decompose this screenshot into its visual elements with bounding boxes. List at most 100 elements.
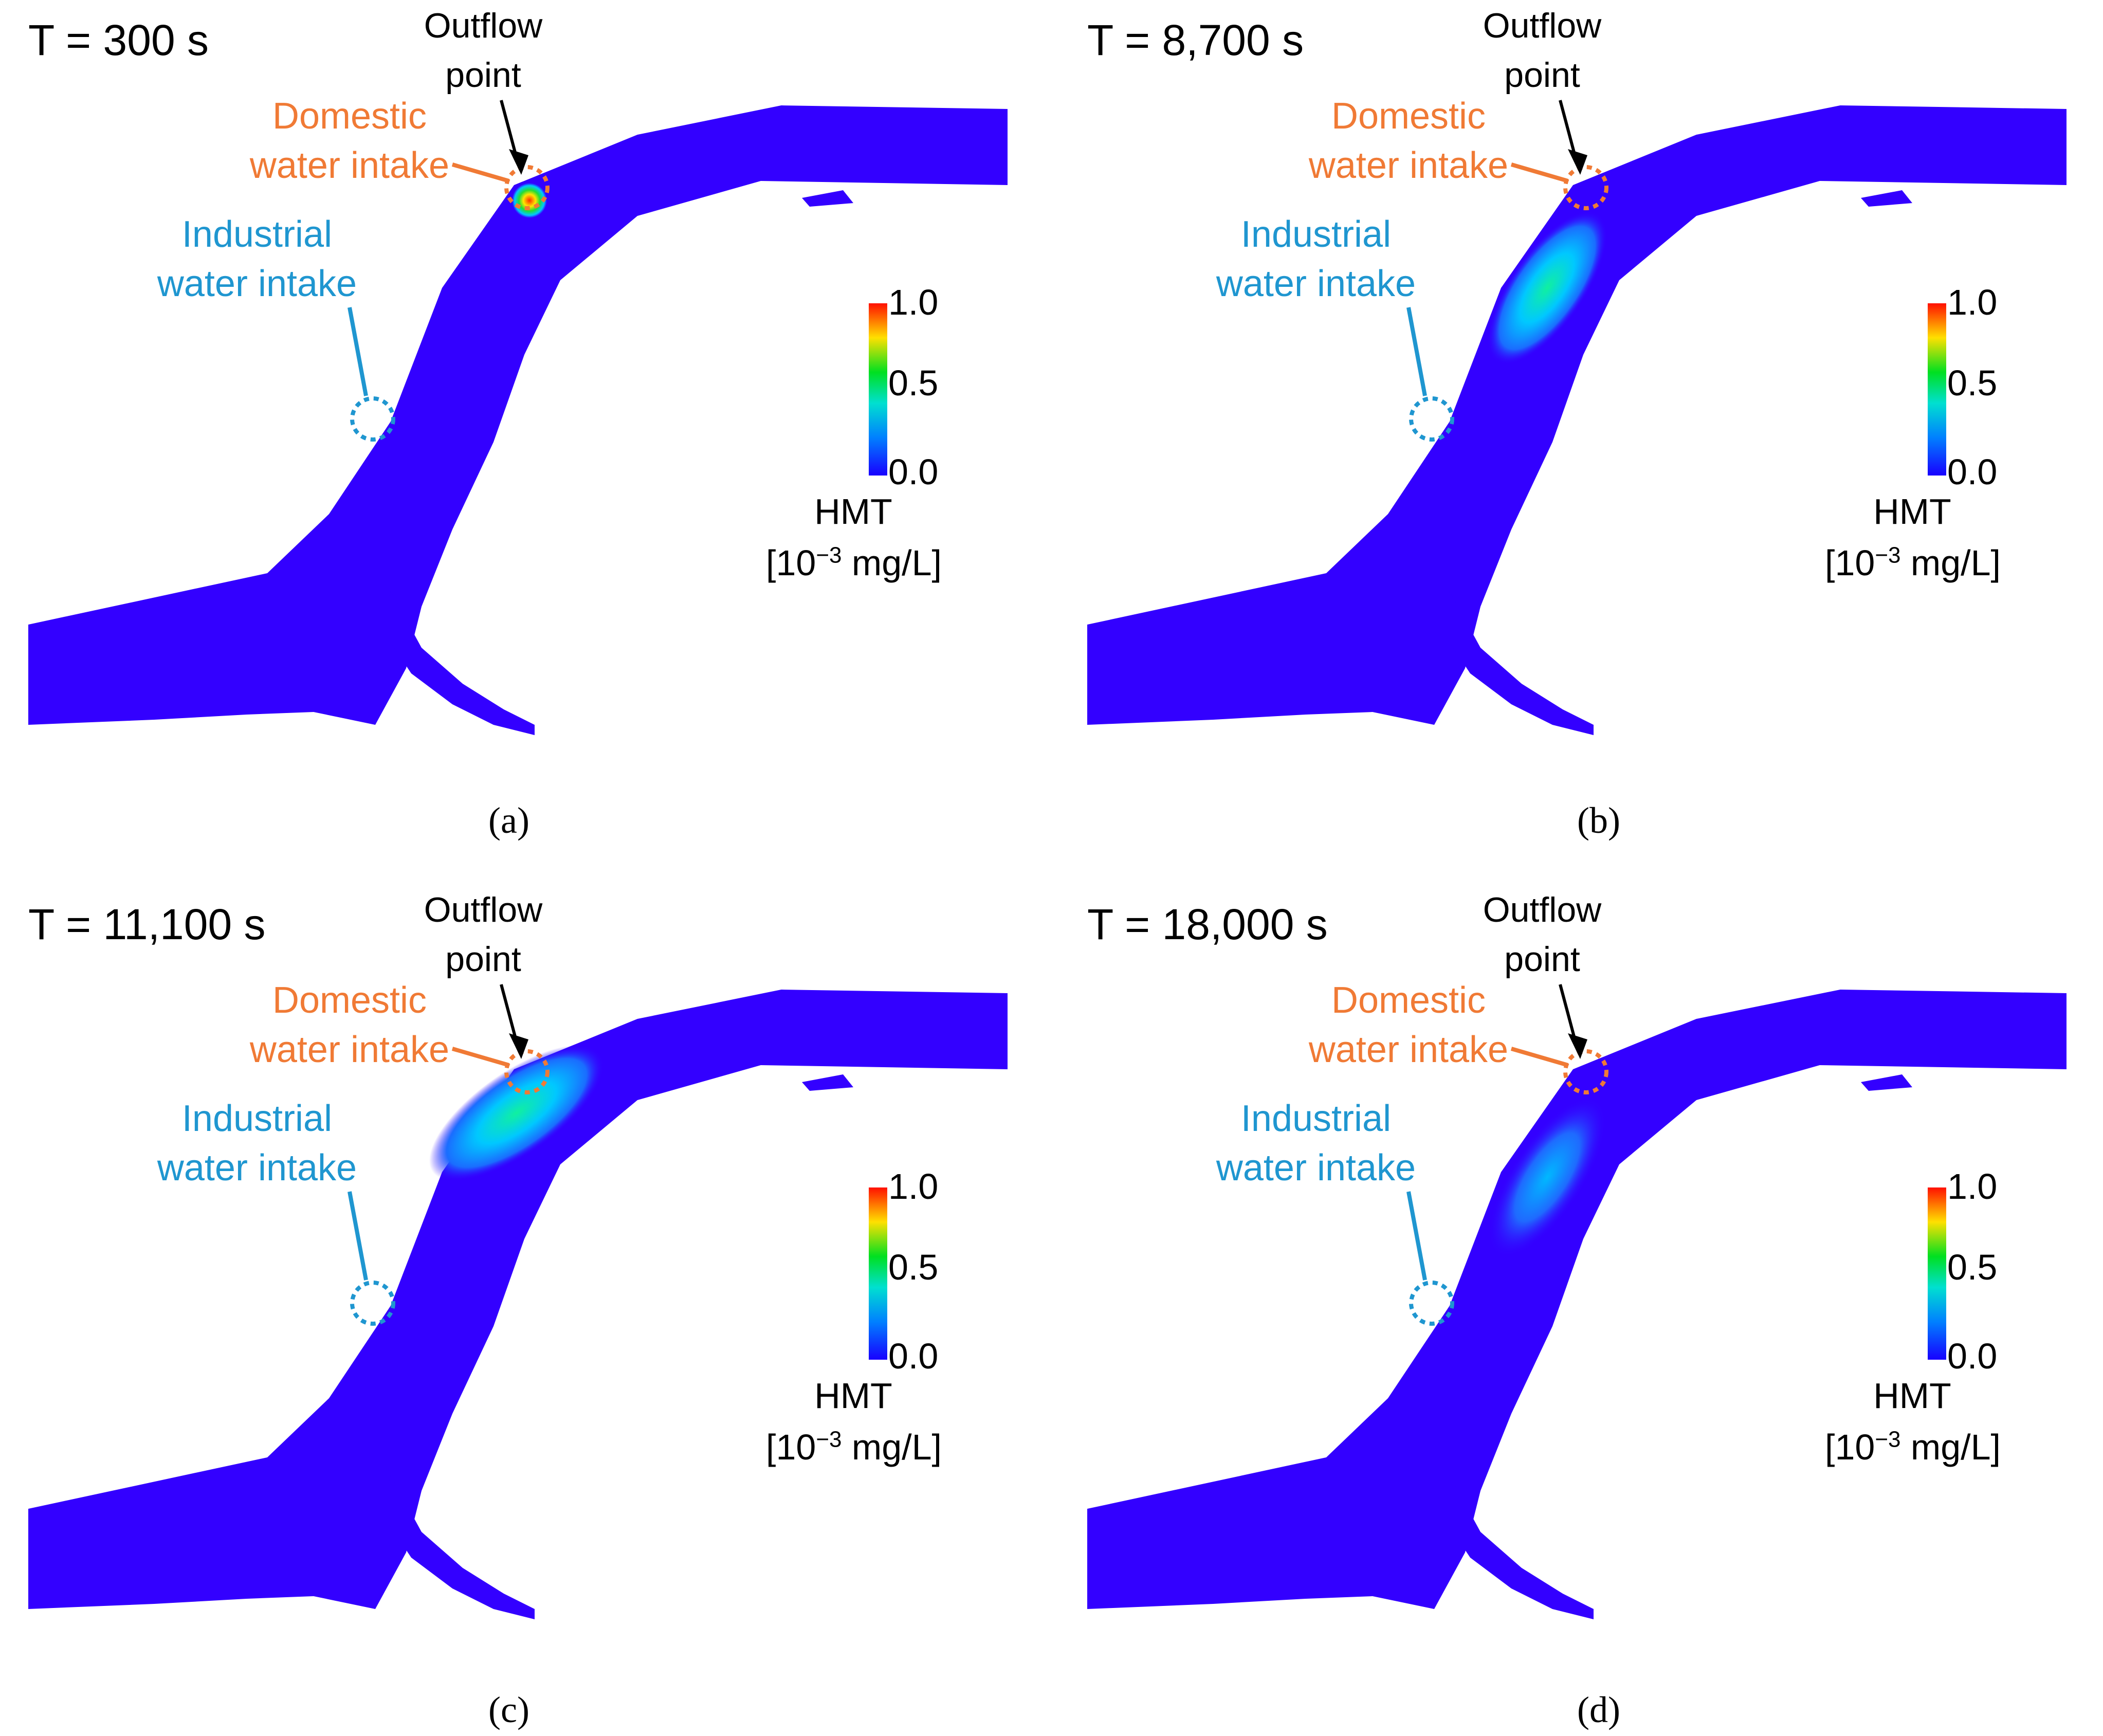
domestic-intake-label: Domestic water intake bbox=[221, 976, 478, 1074]
colorbar-gradient bbox=[869, 1187, 887, 1360]
industrial-label-line1: Industrial bbox=[1240, 214, 1392, 255]
tributary-channel bbox=[1439, 1475, 1594, 1619]
pollutant-plume bbox=[512, 183, 547, 218]
outflow-arrow-line bbox=[1559, 984, 1576, 1039]
domestic-intake-marker bbox=[1563, 165, 1608, 210]
river-fragment bbox=[802, 1074, 853, 1091]
domestic-leader-line bbox=[451, 162, 510, 183]
unit-close: mg/L] bbox=[1900, 1427, 2001, 1467]
industrial-intake-label: Industrial water intake bbox=[1187, 210, 1444, 308]
outflow-label-line2: point bbox=[1504, 56, 1580, 95]
unit-open: [10 bbox=[766, 1427, 816, 1467]
domestic-label-line2: water intake bbox=[249, 1029, 450, 1070]
domestic-label-line1: Domestic bbox=[1331, 96, 1486, 137]
outflow-label-line2: point bbox=[445, 56, 521, 95]
outflow-arrow-line bbox=[500, 100, 517, 155]
pollutant-plume bbox=[1488, 1097, 1606, 1257]
colorbar-tick-label: 1.0 bbox=[1947, 282, 1998, 322]
domestic-label-line1: Domestic bbox=[1331, 980, 1486, 1021]
colorbar-tick-label: 0.0 bbox=[1947, 1336, 1998, 1376]
colorbar-title: HMT bbox=[814, 491, 892, 532]
panel-caption: (b) bbox=[1577, 800, 1620, 841]
industrial-label-line2: water intake bbox=[1216, 1147, 1416, 1189]
industrial-leader-line bbox=[348, 307, 368, 396]
industrial-intake-marker bbox=[350, 396, 395, 442]
colorbar-tick-label: 0.5 bbox=[1947, 1247, 1998, 1287]
pollutant-plume bbox=[1487, 211, 1607, 365]
outflow-arrow-head bbox=[509, 149, 528, 175]
colorbar-title: HMT bbox=[814, 1376, 892, 1416]
outflow-arrow-line bbox=[500, 984, 517, 1039]
map-panel-c: T = 11,100 s Outflow point Domestic water in… bbox=[0, 884, 1049, 1717]
colorbar-gradient bbox=[1928, 303, 1946, 476]
colorbar-tick-label: 0.5 bbox=[888, 363, 939, 403]
unit-exponent: −3 bbox=[816, 1427, 842, 1452]
industrial-label-line2: water intake bbox=[1216, 263, 1416, 304]
colorbar-tick-label: 1.0 bbox=[888, 282, 939, 322]
industrial-label-line2: water intake bbox=[157, 263, 357, 304]
domestic-label-line2: water intake bbox=[1308, 145, 1509, 186]
outflow-label-line1: Outflow bbox=[424, 6, 543, 45]
map-panel-b: T = 8,700 s Outflow point Domestic water int… bbox=[1059, 0, 2103, 833]
river-fragment bbox=[1861, 1074, 1912, 1091]
river-map bbox=[1087, 984, 2067, 1619]
unit-open: [10 bbox=[766, 543, 816, 583]
colorbar-unit: [10−3 mg/L] bbox=[766, 542, 1008, 583]
domestic-label-line2: water intake bbox=[249, 145, 450, 186]
outflow-label-line1: Outflow bbox=[424, 890, 543, 929]
unit-open: [10 bbox=[1825, 543, 1875, 583]
outflow-arrow-head bbox=[509, 1033, 528, 1059]
time-label: T = 11,100 s bbox=[28, 900, 266, 948]
domestic-intake-label: Domestic water intake bbox=[221, 92, 478, 190]
colorbar-gradient bbox=[869, 303, 887, 476]
panel-caption: (c) bbox=[488, 1689, 529, 1730]
colorbar-unit: [10−3 mg/L] bbox=[1825, 542, 2067, 583]
domestic-leader-line bbox=[1510, 1047, 1569, 1067]
river-map bbox=[28, 100, 1008, 735]
river-water-body bbox=[28, 105, 1008, 725]
unit-close: mg/L] bbox=[1900, 543, 2001, 583]
river-water-body bbox=[1087, 105, 2067, 725]
colorbar-unit: [10−3 mg/L] bbox=[1825, 1427, 2067, 1468]
industrial-leader-line bbox=[1406, 307, 1427, 396]
unit-exponent: −3 bbox=[816, 542, 842, 568]
river-fragment bbox=[802, 190, 853, 207]
river-fragment bbox=[1861, 190, 1912, 207]
industrial-label-line1: Industrial bbox=[1240, 1098, 1392, 1139]
colorbar-title: HMT bbox=[1873, 491, 1951, 532]
outflow-label-line2: point bbox=[1504, 940, 1580, 979]
outflow-arrow-head bbox=[1568, 149, 1587, 175]
colorbar-title: HMT bbox=[1873, 1376, 1951, 1416]
colorbar-tick-label: 1.0 bbox=[1947, 1166, 1998, 1207]
unit-open: [10 bbox=[1825, 1427, 1875, 1467]
domestic-intake-label: Domestic water intake bbox=[1280, 92, 1537, 190]
outflow-point-label: Outflow point bbox=[396, 885, 571, 984]
pollutant-plume bbox=[429, 1045, 605, 1181]
time-label: T = 18,000 s bbox=[1087, 900, 1328, 948]
colorbar-unit: [10−3 mg/L] bbox=[766, 1427, 1008, 1468]
colorbar-tick-label: 0.5 bbox=[888, 1247, 939, 1287]
colorbar-gradient bbox=[1928, 1187, 1946, 1360]
industrial-leader-line bbox=[1406, 1191, 1427, 1281]
colorbar-tick-label: 0.0 bbox=[888, 1336, 939, 1376]
tributary-channel bbox=[1439, 591, 1594, 735]
domestic-intake-marker bbox=[504, 165, 550, 210]
river-map bbox=[28, 984, 1008, 1619]
outflow-label-line1: Outflow bbox=[1483, 6, 1602, 45]
river-map bbox=[1087, 100, 2067, 735]
outflow-point-label: Outflow point bbox=[1455, 885, 1630, 984]
outflow-arrow-line bbox=[1559, 100, 1576, 155]
panel-caption: (a) bbox=[488, 800, 529, 841]
unit-close: mg/L] bbox=[842, 543, 942, 583]
industrial-intake-marker bbox=[350, 1281, 395, 1326]
domestic-label-line2: water intake bbox=[1308, 1029, 1509, 1070]
industrial-leader-line bbox=[348, 1191, 368, 1281]
domestic-leader-line bbox=[451, 1047, 510, 1067]
map-panel-a: T = 300 s Outflow point Domestic water intak… bbox=[0, 0, 1049, 833]
river-water-body bbox=[1087, 990, 2067, 1609]
time-label: T = 300 s bbox=[28, 16, 209, 64]
domestic-label-line1: Domestic bbox=[272, 980, 427, 1021]
tributary-channel bbox=[380, 1475, 535, 1619]
industrial-label-line1: Industrial bbox=[181, 1098, 333, 1139]
domestic-leader-line bbox=[1510, 162, 1569, 183]
